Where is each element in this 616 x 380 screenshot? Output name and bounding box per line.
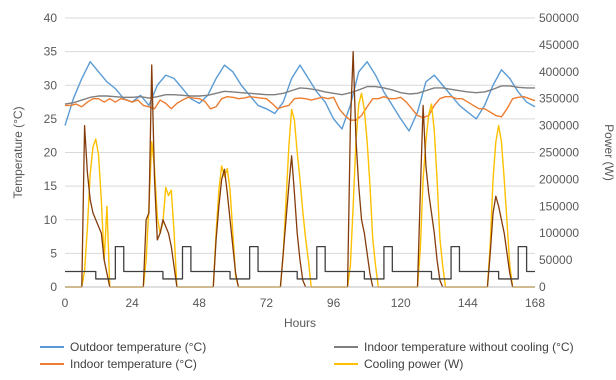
x-tick-5: 120 (391, 296, 411, 310)
y-tick-left-1: 5 (50, 246, 57, 260)
legend-swatch-indoor (40, 362, 64, 365)
x-tick-4: 96 (327, 296, 341, 310)
y-tick-left-6: 30 (44, 78, 58, 92)
legend: Outdoor temperature (°C) Indoor temperat… (0, 336, 616, 380)
y-tick-left-2: 10 (44, 213, 58, 227)
y-tick-right-1: 50000 (539, 253, 573, 267)
y-tick-right-0: 0 (539, 280, 546, 294)
x-tick-3: 72 (260, 296, 274, 310)
legend-item-indoor: Indoor temperature (°C) (40, 357, 197, 371)
series-line-0 (64, 61, 536, 132)
x-tick-1: 24 (125, 296, 139, 310)
legend-label-cooling-power: Cooling power (W) (364, 357, 464, 371)
x-tick-2: 48 (193, 296, 207, 310)
y-tick-right-9: 450000 (539, 38, 579, 52)
legend-swatch-outdoor (40, 345, 64, 348)
y-tick-right-2: 100000 (539, 226, 579, 240)
y-tick-left-5: 25 (44, 112, 58, 126)
y-tick-right-3: 150000 (539, 199, 579, 213)
x-tick-0: 0 (62, 296, 69, 310)
series-line-2 (65, 95, 536, 121)
y-tick-right-6: 300000 (539, 119, 579, 133)
series-layer (64, 50, 536, 288)
gridlines (65, 17, 535, 254)
y-tick-left-0: 0 (50, 280, 57, 294)
y-tick-right-8: 400000 (539, 65, 579, 79)
legend-item-cooling-power: Cooling power (W) (334, 357, 463, 371)
y-axis-label-left: Temperature (°C) (11, 106, 25, 198)
y-tick-left-4: 20 (44, 146, 58, 160)
y-tick-right-7: 350000 (539, 92, 579, 106)
series-line-4 (65, 50, 535, 288)
legend-label-outdoor: Outdoor temperature (°C) (70, 340, 207, 354)
x-axis-label: Hours (284, 316, 316, 330)
y-tick-left-7: 35 (44, 45, 58, 59)
series-line-3 (65, 92, 535, 288)
legend-label-indoor: Indoor temperature (°C) (70, 357, 197, 371)
legend-swatch-cooling-power (334, 362, 358, 365)
y-tick-left-8: 40 (44, 11, 58, 25)
tick-labels: 0 5 10 15 20 25 30 35 40 0 50000 100000 150000 200000… (44, 11, 580, 310)
y-tick-right-4: 200000 (539, 172, 579, 186)
legend-item-indoor-no-cooling: Indoor temperature without cooling (°C) (334, 340, 574, 354)
legend-item-outdoor: Outdoor temperature (°C) (40, 340, 206, 354)
x-tick-7: 168 (525, 296, 545, 310)
y-tick-left-3: 15 (44, 179, 58, 193)
y-axis-label-right: Power (W) (602, 124, 616, 181)
x-tick-6: 144 (458, 296, 478, 310)
y-tick-right-5: 250000 (539, 146, 579, 160)
legend-swatch-indoor-no-cooling (334, 345, 358, 348)
series-line-5 (65, 246, 535, 280)
series-line-1 (64, 85, 535, 105)
legend-label-indoor-no-cooling: Indoor temperature without cooling (°C) (364, 340, 574, 354)
y-tick-right-10: 500000 (539, 11, 579, 25)
